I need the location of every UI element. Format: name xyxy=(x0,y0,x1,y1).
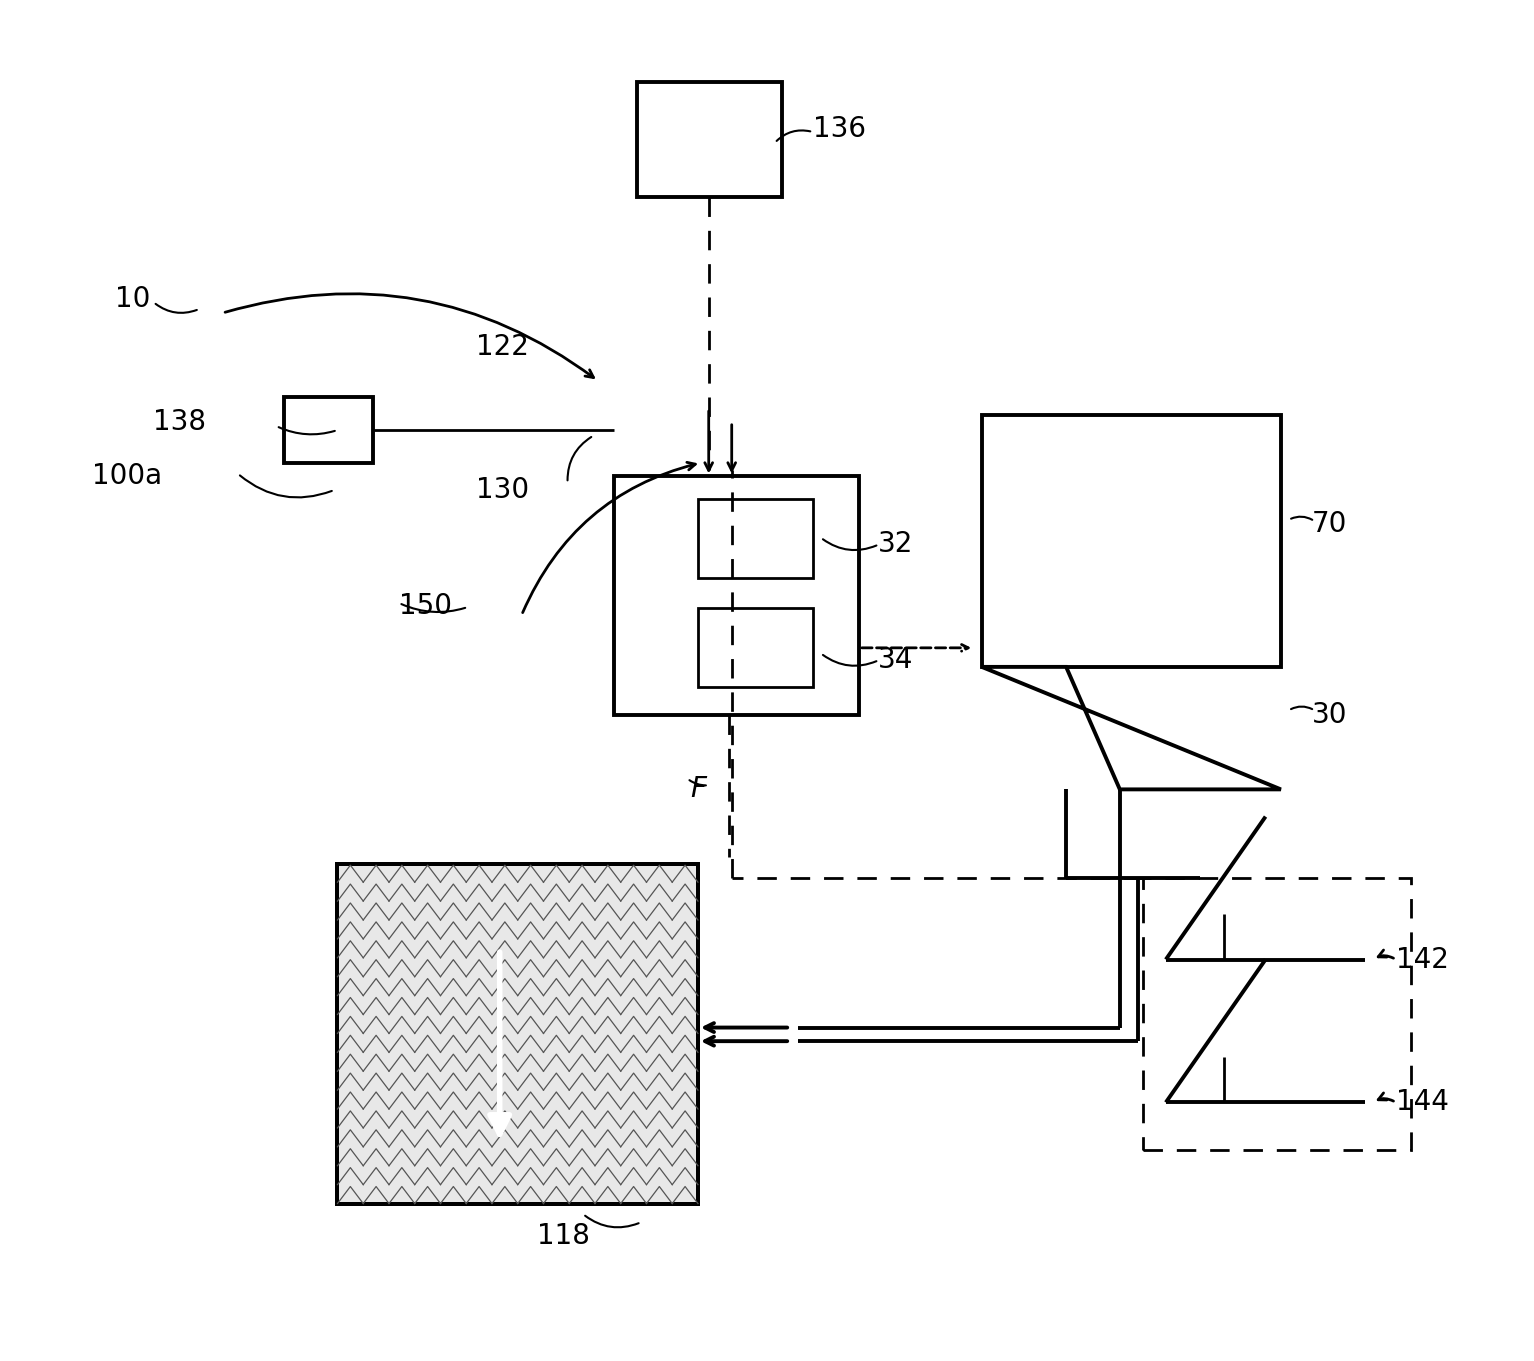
Bar xyxy=(1143,878,1411,1150)
Bar xyxy=(698,608,813,687)
Bar xyxy=(698,499,813,578)
Bar xyxy=(637,82,782,197)
Text: 150: 150 xyxy=(399,592,453,619)
Text: 122: 122 xyxy=(476,333,528,361)
Text: 100a: 100a xyxy=(92,463,163,490)
Text: 142: 142 xyxy=(1396,946,1448,973)
Text: 136: 136 xyxy=(813,116,867,143)
Text: 138: 138 xyxy=(153,408,207,436)
Text: 32: 32 xyxy=(877,531,913,558)
Text: F: F xyxy=(690,776,706,803)
Bar xyxy=(284,397,373,463)
Text: 70: 70 xyxy=(1312,510,1347,538)
Bar xyxy=(337,864,698,1204)
Text: 144: 144 xyxy=(1396,1089,1448,1116)
Text: 10: 10 xyxy=(115,286,150,313)
Text: 130: 130 xyxy=(476,476,529,504)
Bar xyxy=(614,476,859,715)
Polygon shape xyxy=(982,667,1281,789)
Bar xyxy=(337,864,698,1204)
Text: 118: 118 xyxy=(537,1222,589,1249)
Text: 30: 30 xyxy=(1312,701,1347,728)
Bar xyxy=(982,415,1281,667)
Text: 34: 34 xyxy=(877,646,913,674)
